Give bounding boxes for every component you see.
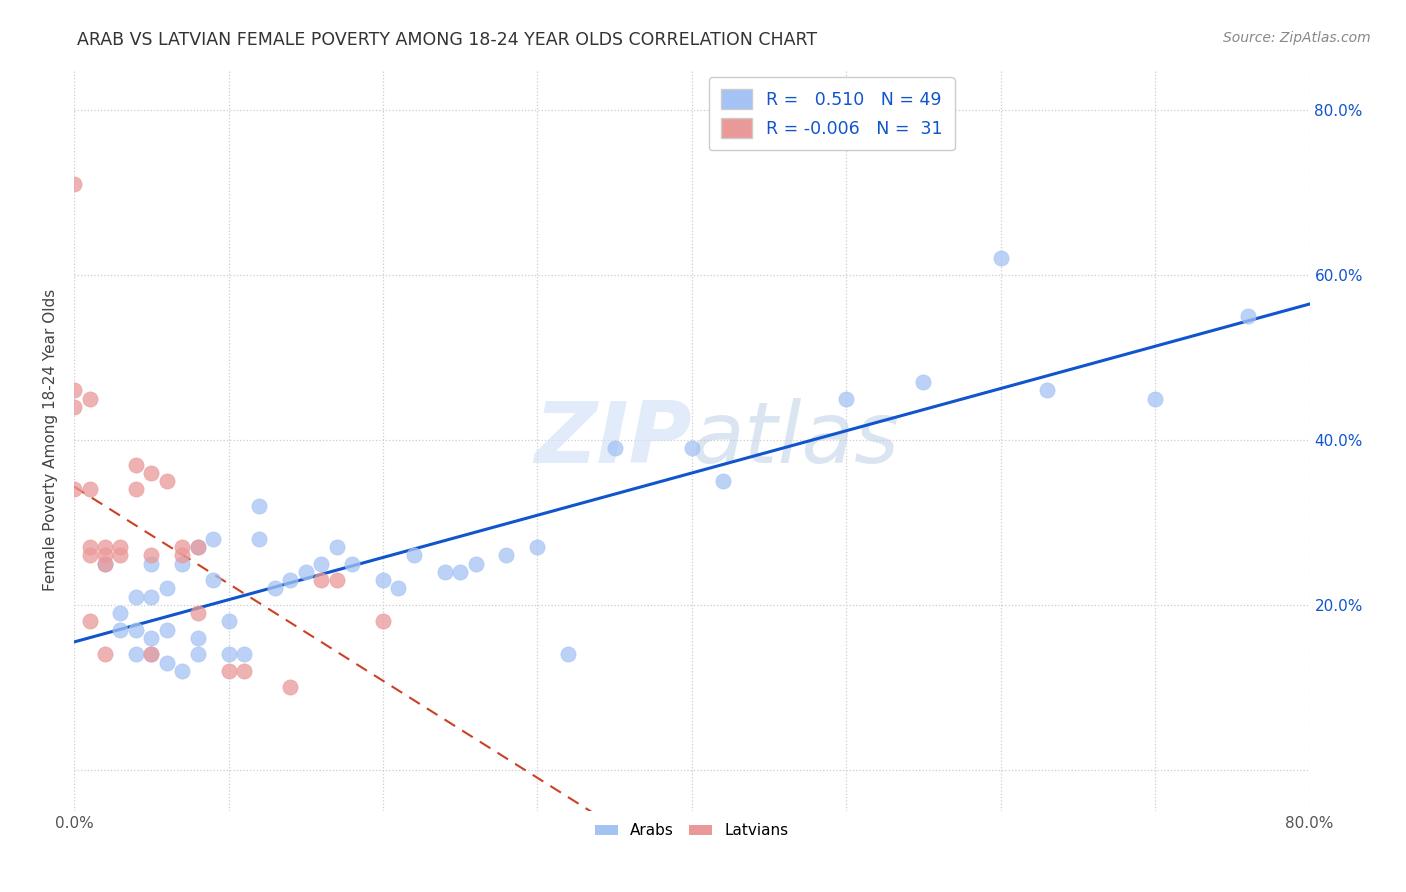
Point [294, 565, 316, 579]
Point [94, 549, 117, 563]
Point [711, 474, 734, 488]
Point [94, 648, 117, 662]
Point [278, 573, 301, 587]
Point [187, 631, 209, 645]
Point [110, 606, 132, 620]
Point [325, 573, 347, 587]
Point [63, 384, 86, 398]
Point [912, 375, 935, 389]
Point [449, 565, 471, 579]
Point [263, 582, 285, 596]
Point [63, 483, 86, 497]
Point [141, 549, 163, 563]
Point [187, 540, 209, 554]
Point [125, 648, 148, 662]
Point [1036, 384, 1059, 398]
Point [156, 582, 179, 596]
Point [156, 656, 179, 670]
Point [218, 648, 240, 662]
Legend: Arabs, Latvians: Arabs, Latvians [589, 817, 794, 845]
Text: atlas: atlas [692, 399, 900, 482]
Point [156, 474, 179, 488]
Point [233, 664, 256, 678]
Point [371, 615, 394, 629]
Point [371, 573, 394, 587]
Point [110, 540, 132, 554]
Point [835, 392, 858, 406]
Point [79, 540, 101, 554]
Point [433, 565, 456, 579]
Point [218, 664, 240, 678]
Point [187, 648, 209, 662]
Point [172, 557, 194, 571]
Point [156, 623, 179, 637]
Point [94, 557, 117, 571]
Point [141, 648, 163, 662]
Point [233, 648, 256, 662]
Point [402, 549, 425, 563]
Point [141, 648, 163, 662]
Point [1236, 309, 1258, 323]
Point [172, 664, 194, 678]
Point [125, 483, 148, 497]
Point [141, 557, 163, 571]
Point [681, 441, 703, 455]
Text: ZIP: ZIP [534, 399, 692, 482]
Point [526, 540, 548, 554]
Point [247, 499, 270, 513]
Point [309, 573, 332, 587]
Point [141, 631, 163, 645]
Point [79, 549, 101, 563]
Point [125, 458, 148, 472]
Point [125, 590, 148, 604]
Point [172, 540, 194, 554]
Point [141, 590, 163, 604]
Point [110, 623, 132, 637]
Point [79, 483, 101, 497]
Point [94, 557, 117, 571]
Point [1144, 392, 1167, 406]
Point [63, 177, 86, 191]
Point [110, 549, 132, 563]
Text: ARAB VS LATVIAN FEMALE POVERTY AMONG 18-24 YEAR OLDS CORRELATION CHART: ARAB VS LATVIAN FEMALE POVERTY AMONG 18-… [77, 31, 817, 49]
Point [247, 532, 270, 546]
Y-axis label: Female Poverty Among 18-24 Year Olds: Female Poverty Among 18-24 Year Olds [44, 289, 58, 591]
Point [557, 648, 579, 662]
Point [325, 540, 347, 554]
Point [187, 606, 209, 620]
Point [603, 441, 626, 455]
Point [340, 557, 363, 571]
Point [79, 392, 101, 406]
Point [464, 557, 486, 571]
Point [218, 615, 240, 629]
Point [202, 573, 225, 587]
Point [187, 540, 209, 554]
Point [79, 615, 101, 629]
Point [172, 549, 194, 563]
Point [990, 252, 1012, 266]
Point [125, 623, 148, 637]
Point [309, 557, 332, 571]
Point [387, 582, 409, 596]
Point [94, 540, 117, 554]
Point [202, 532, 225, 546]
Point [141, 466, 163, 480]
Point [495, 549, 517, 563]
Point [63, 400, 86, 414]
Text: Source: ZipAtlas.com: Source: ZipAtlas.com [1223, 31, 1371, 45]
Point [278, 681, 301, 695]
